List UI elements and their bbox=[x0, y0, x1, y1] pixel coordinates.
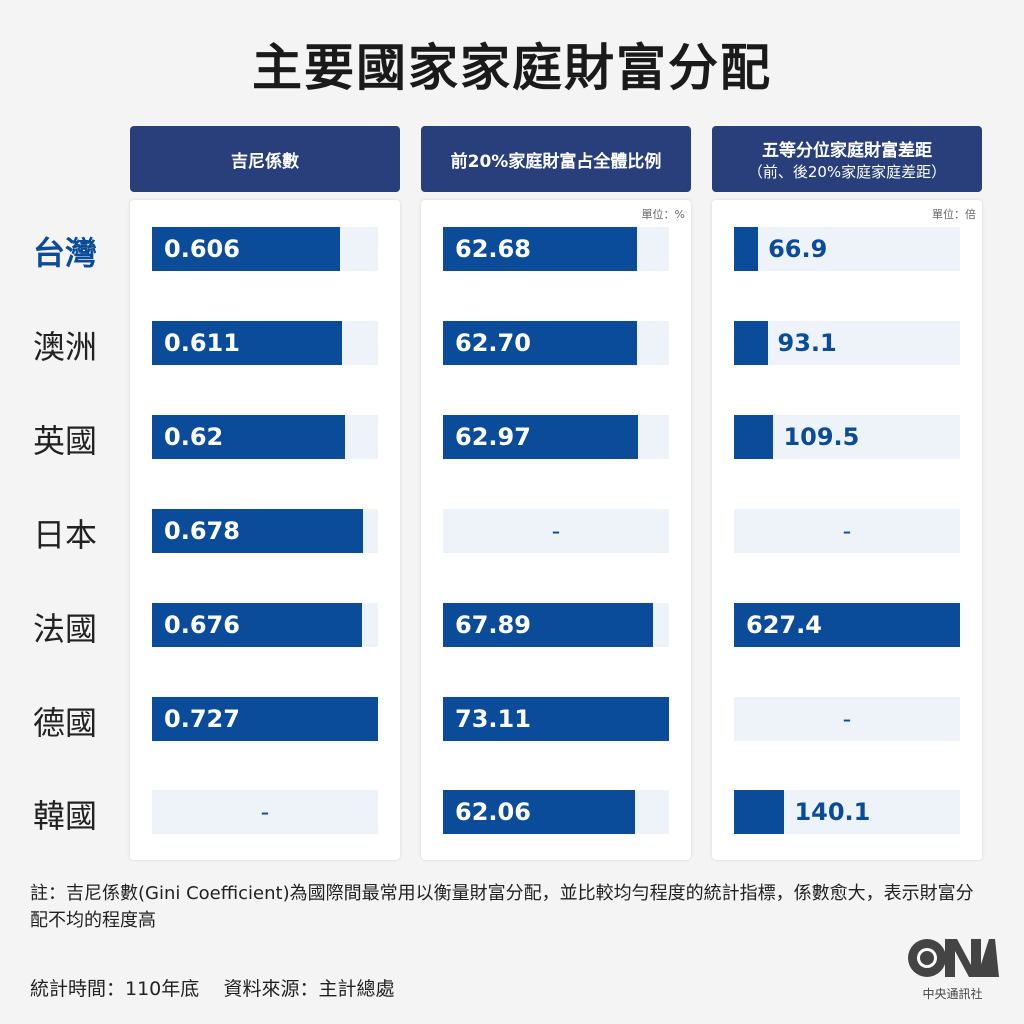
chart-panel: 單位：% 62.68 62.70 62.97 - 67.89 73.11 62.06 bbox=[421, 200, 691, 860]
value-label: 67.89 bbox=[455, 611, 531, 639]
bar-track: 0.727 bbox=[152, 697, 378, 741]
bar-track: 109.5 bbox=[734, 415, 960, 459]
value-label: 0.676 bbox=[164, 611, 240, 639]
bar-track: 627.4 bbox=[734, 603, 960, 647]
country-label: 德國 bbox=[32, 704, 97, 742]
value-label: 0.606 bbox=[164, 235, 240, 263]
country-label: 韓國 bbox=[32, 797, 97, 835]
page-title: 主要國家家庭財富分配 bbox=[252, 39, 772, 97]
bar bbox=[443, 603, 653, 647]
value-label: 0.611 bbox=[164, 329, 240, 357]
value-label: 0.62 bbox=[164, 423, 224, 451]
bar-track: - bbox=[734, 509, 960, 553]
cna-logo: 中央通訊社 bbox=[905, 935, 1000, 1002]
bar-track: 62.06 bbox=[443, 790, 669, 834]
country-label: 澳洲 bbox=[32, 328, 97, 366]
footnote: 註：吉尼係數(Gini Coefficient)為國際間最常用以衡量財富分配，並… bbox=[30, 883, 974, 931]
bar bbox=[443, 227, 637, 271]
bar bbox=[152, 227, 341, 271]
unit-label: 單位：% bbox=[641, 208, 685, 221]
bar-track: 0.611 bbox=[152, 321, 378, 365]
chart-panel: 單位：倍 66.9 93.1 109.5 - 627.4 - 140.1 bbox=[712, 200, 982, 860]
bar bbox=[443, 415, 638, 459]
column-header: 吉尼係數 bbox=[130, 126, 400, 192]
column-title: 五等分位家庭財富差距 bbox=[762, 141, 932, 161]
value-label: 62.70 bbox=[455, 329, 531, 357]
cna-logo-icon bbox=[907, 939, 999, 977]
bar bbox=[734, 321, 768, 365]
bar-track: 62.70 bbox=[443, 321, 669, 365]
value-label: 0.727 bbox=[164, 705, 240, 733]
bar bbox=[152, 509, 363, 553]
bar bbox=[152, 697, 378, 741]
bar bbox=[152, 321, 342, 365]
bar bbox=[443, 321, 637, 365]
logo-name: 中央通訊社 bbox=[922, 987, 983, 1001]
bar-track: 0.676 bbox=[152, 603, 378, 647]
value-label: - bbox=[260, 798, 270, 826]
bar bbox=[734, 415, 774, 459]
country-label: 台灣 bbox=[32, 234, 97, 272]
value-label: 73.11 bbox=[455, 705, 531, 733]
bar-track: 0.606 bbox=[152, 227, 378, 271]
country-label: 法國 bbox=[32, 610, 97, 648]
column-title: 吉尼係數 bbox=[231, 151, 299, 172]
data-source: 資料來源：主計總處 bbox=[223, 978, 395, 1000]
bar-track: 66.9 bbox=[734, 227, 960, 271]
value-label: - bbox=[551, 517, 561, 545]
bar bbox=[734, 603, 960, 647]
value-label: 66.9 bbox=[768, 235, 828, 263]
column-header: 五等分位家庭財富差距 （前、後20%家庭家庭差距） bbox=[712, 126, 982, 192]
bar bbox=[152, 415, 345, 459]
value-label: 93.1 bbox=[777, 329, 837, 357]
bar-track: - bbox=[443, 509, 669, 553]
column-title: 前20%家庭財富占全體比例 bbox=[450, 151, 662, 172]
bar-track: - bbox=[734, 697, 960, 741]
value-label: - bbox=[842, 705, 852, 733]
value-label: 627.4 bbox=[746, 611, 822, 639]
unit-label: 單位：倍 bbox=[932, 208, 976, 221]
country-label: 日本 bbox=[32, 516, 97, 554]
bar-track: 62.97 bbox=[443, 415, 669, 459]
value-label: 62.06 bbox=[455, 798, 531, 826]
country-label: 英國 bbox=[32, 422, 97, 460]
value-label: 0.678 bbox=[164, 517, 240, 545]
bar-track: 140.1 bbox=[734, 790, 960, 834]
footer: 統計時間：110年底 資料來源：主計總處 bbox=[30, 974, 394, 1001]
value-label: 140.1 bbox=[794, 798, 871, 826]
bar bbox=[152, 603, 363, 647]
stat-time: 統計時間：110年底 bbox=[30, 978, 200, 1000]
bar bbox=[734, 790, 785, 834]
bar-track: 0.62 bbox=[152, 415, 378, 459]
bar-track: 0.678 bbox=[152, 509, 378, 553]
bar bbox=[443, 697, 669, 741]
bar-track: 62.68 bbox=[443, 227, 669, 271]
value-label: 62.97 bbox=[455, 423, 531, 451]
bar bbox=[443, 790, 635, 834]
chart-panel: 0.606 0.611 0.62 0.678 0.676 0.727 - bbox=[130, 200, 400, 860]
value-label: - bbox=[842, 517, 852, 545]
column-header: 前20%家庭財富占全體比例 bbox=[421, 126, 691, 192]
value-label: 62.68 bbox=[455, 235, 531, 263]
bar-track: - bbox=[152, 790, 378, 834]
bar-track: 67.89 bbox=[443, 603, 669, 647]
value-label: 109.5 bbox=[783, 423, 860, 451]
bar-track: 73.11 bbox=[443, 697, 669, 741]
column-subtitle: （前、後20%家庭家庭差距） bbox=[747, 163, 947, 181]
bar-track: 93.1 bbox=[734, 321, 960, 365]
bar bbox=[734, 227, 759, 271]
